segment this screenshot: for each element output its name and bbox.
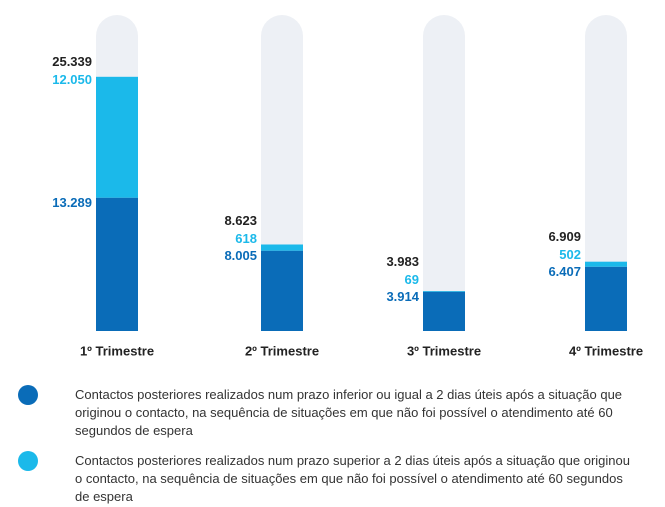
legend-entry: Contactos posteriores realizados num pra… bbox=[75, 453, 630, 504]
chart: 13.289 12.050 25.339 1º Trimestre 8.005 618 8.… bbox=[52, 15, 643, 358]
legend-swatch bbox=[18, 385, 38, 405]
bar-track bbox=[585, 15, 627, 331]
data-label: 12.050 bbox=[52, 72, 92, 87]
legend-entry: Contactos posteriores realizados num pra… bbox=[75, 387, 623, 438]
bar-segment bbox=[96, 76, 138, 198]
total-label: 6.909 bbox=[548, 229, 581, 244]
category-label: 4º Trimestre bbox=[569, 343, 643, 358]
bar-segment bbox=[261, 250, 303, 331]
bar-track bbox=[423, 15, 465, 331]
category-label: 2º Trimestre bbox=[245, 343, 319, 358]
data-label: 13.289 bbox=[52, 195, 92, 210]
data-label: 502 bbox=[559, 247, 581, 262]
data-label: 8.005 bbox=[224, 248, 257, 263]
data-label: 3.914 bbox=[386, 289, 419, 304]
legend-swatch bbox=[18, 451, 38, 471]
bar-segment bbox=[585, 266, 627, 331]
total-label: 25.339 bbox=[52, 54, 92, 69]
bar-segment bbox=[423, 291, 465, 331]
category-label: 1º Trimestre bbox=[80, 343, 154, 358]
bar-segment bbox=[261, 244, 303, 251]
data-label: 618 bbox=[235, 231, 257, 246]
total-label: 3.983 bbox=[386, 254, 419, 269]
data-label: 6.407 bbox=[548, 264, 581, 279]
bar-segment bbox=[423, 291, 465, 292]
data-label: 69 bbox=[405, 272, 419, 287]
bar-segment bbox=[585, 261, 627, 267]
category-label: 3º Trimestre bbox=[407, 343, 481, 358]
bar-segment bbox=[96, 197, 138, 331]
total-label: 8.623 bbox=[224, 213, 257, 228]
